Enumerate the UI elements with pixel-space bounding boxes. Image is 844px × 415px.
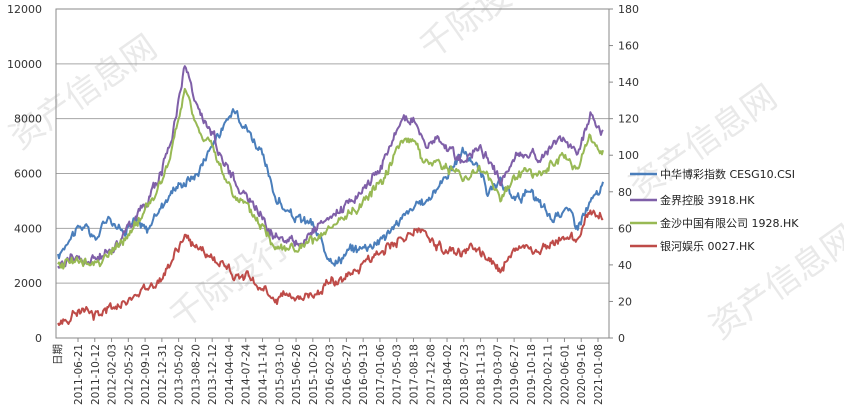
right-axis-ticks: 0 20 40 60 80 100 120 140 160 180 xyxy=(609,3,639,345)
series-line xyxy=(57,108,604,267)
left-tick-label: 6000 xyxy=(14,168,42,181)
x-tick-label: 2011-10-12 xyxy=(90,344,102,405)
series-lines xyxy=(57,65,604,326)
x-tick-label: 2020-06-01 xyxy=(559,344,571,405)
legend-label: 中华博彩指数 CESG10.CSI xyxy=(660,167,795,181)
x-axis-label: 日期 xyxy=(52,344,64,365)
left-tick-label: 8000 xyxy=(14,113,42,126)
watermark-text: 千际投行 xyxy=(162,227,296,338)
x-tick-label: 2018-07-23 xyxy=(459,344,471,405)
x-tick-label: 2013-08-20 xyxy=(190,344,202,405)
right-tick-label: 160 xyxy=(618,40,639,53)
x-tick-label: 2015-06-26 xyxy=(291,344,303,405)
x-tick-label: 2017-12-08 xyxy=(425,344,437,405)
left-tick-label: 0 xyxy=(35,332,42,345)
watermark-text: 资产信息网 xyxy=(2,27,164,157)
x-tick-label: 2012-12-31 xyxy=(157,344,169,405)
watermark-text: 资产信息网 xyxy=(622,77,784,207)
series-line xyxy=(57,87,604,270)
series-line xyxy=(57,209,604,326)
legend-label: 金沙中国有限公司 1928.HK xyxy=(660,216,799,230)
legend-label: 银河娱乐 0027.HK xyxy=(660,239,755,253)
plot-frame xyxy=(55,8,610,339)
x-tick-label: 2019-10-18 xyxy=(526,344,538,405)
x-tick-label: 2017-01-06 xyxy=(375,344,387,405)
x-tick-label: 2019-03-07 xyxy=(492,344,504,405)
x-tick-label: 2017-08-18 xyxy=(408,344,420,405)
x-tick-label: 2014-04-04 xyxy=(224,344,236,405)
x-tick-label: 2014-07-24 xyxy=(241,344,253,405)
right-tick-label: 120 xyxy=(618,113,639,126)
x-tick-label: 2019-06-27 xyxy=(509,344,521,405)
right-tick-label: 20 xyxy=(618,295,632,308)
legend: 中华博彩指数 CESG10.CSI 金界控股 3918.HK 金沙中国有限公司 19… xyxy=(630,167,799,253)
left-axis-ticks: 0 2000 4000 6000 8000 10000 12000 xyxy=(7,3,42,345)
x-tick-label: 2011-06-21 xyxy=(73,344,85,405)
x-tick-label: 2012-09-10 xyxy=(140,344,152,405)
x-tick-label: 2012-05-25 xyxy=(123,344,135,405)
right-tick-label: 140 xyxy=(618,76,639,89)
x-axis-ticks: 2011-06-21 2011-10-12 2012-02-03 2012-05-25… xyxy=(73,338,605,405)
left-tick-label: 12000 xyxy=(7,3,42,16)
series-line xyxy=(57,65,604,269)
left-tick-label: 10000 xyxy=(7,58,42,71)
x-tick-label: 2015-10-20 xyxy=(308,344,320,405)
right-tick-label: 60 xyxy=(618,222,632,235)
x-tick-label: 2014-11-14 xyxy=(258,344,270,405)
x-tick-label: 2013-05-02 xyxy=(174,344,186,405)
left-tick-label: 4000 xyxy=(14,222,42,235)
x-tick-label: 2013-12-12 xyxy=(207,344,219,405)
watermark-text: 资产信息网 xyxy=(702,217,844,347)
right-tick-label: 100 xyxy=(618,149,639,162)
x-tick-label: 2018-04-02 xyxy=(442,344,454,405)
right-tick-label: 80 xyxy=(618,186,632,199)
x-tick-label: 2016-09-13 xyxy=(358,344,370,405)
right-tick-label: 0 xyxy=(618,332,625,345)
x-tick-label: 2017-05-03 xyxy=(392,344,404,405)
x-tick-label: 2016-05-27 xyxy=(341,344,353,405)
right-tick-label: 40 xyxy=(618,259,632,272)
x-tick-label: 2016-02-03 xyxy=(325,344,337,405)
legend-label: 金界控股 3918.HK xyxy=(660,193,755,207)
left-tick-label: 2000 xyxy=(14,277,42,290)
watermark-text: 千际投行 xyxy=(412,0,546,67)
x-tick-label: 2020-09-16 xyxy=(576,344,588,405)
x-tick-label: 2020-02-11 xyxy=(543,344,555,405)
x-tick-label: 2018-11-13 xyxy=(476,344,488,405)
x-tick-label: 2015-03-10 xyxy=(274,344,286,405)
x-tick-label: 2021-01-08 xyxy=(593,344,605,405)
right-tick-label: 180 xyxy=(618,3,639,16)
x-tick-label: 2012-02-03 xyxy=(107,344,119,405)
